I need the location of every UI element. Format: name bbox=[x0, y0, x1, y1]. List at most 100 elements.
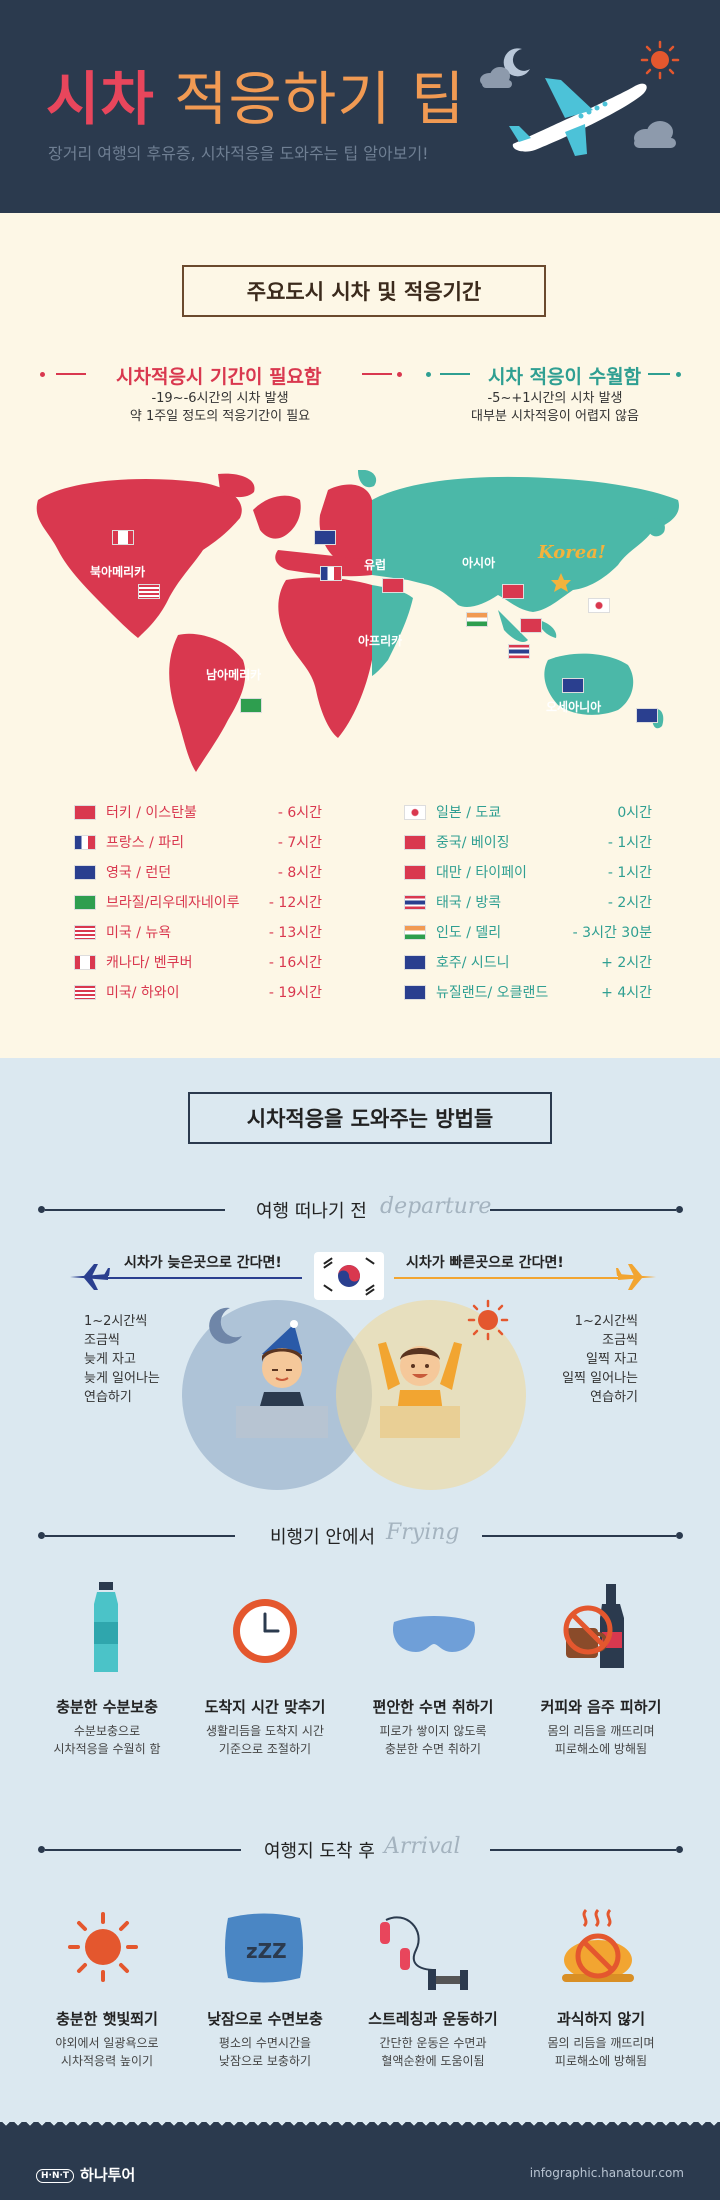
arrow-line-slow bbox=[108, 1277, 302, 1279]
arrival-item-desc: 혈액순환에 도움이됨 bbox=[381, 2054, 485, 2068]
tip-slow: 1~2시간씩 조금씩 늦게 자고 늦게 일어나는 연습하기 bbox=[84, 1312, 194, 1407]
plane-left-icon bbox=[70, 1264, 110, 1290]
map-flag-uk bbox=[314, 530, 336, 545]
timezone-row: 터키 / 이스탄불 - 6시간 bbox=[74, 802, 322, 822]
tip-fast: 1~2시간씩 조금씩 일찍 자고 일찍 일어나는 연습하기 bbox=[528, 1312, 638, 1407]
flight-item-title: 편안한 수면 취하기 bbox=[372, 1698, 494, 1716]
city-name: 일본 / 도쿄 bbox=[436, 805, 502, 821]
awake-person-icon bbox=[378, 1342, 462, 1438]
tip-line: 연습하기 bbox=[590, 1390, 638, 1405]
flag-brazil bbox=[74, 894, 96, 910]
divider-line bbox=[482, 1535, 676, 1537]
group-sub-hard-2: 약 1주일 정도의 적응기간이 필요 bbox=[129, 409, 311, 424]
timezone-row: 브라질/리우데자네이루 - 12시간 bbox=[74, 892, 322, 912]
map-flag-india bbox=[466, 612, 488, 627]
map-label-south-america: 남아메리카 bbox=[206, 668, 262, 682]
flag-taiwan bbox=[404, 864, 426, 880]
divider-line bbox=[45, 1535, 235, 1537]
divider-dot bbox=[676, 372, 681, 377]
sun-icon bbox=[640, 40, 680, 80]
tip-line: 늦게 자고 bbox=[84, 1352, 136, 1367]
map-flag-turkey bbox=[382, 578, 404, 593]
timezone-row: 프랑스 / 파리 - 7시간 bbox=[74, 832, 322, 852]
flight-item-desc: 수분보충으로 bbox=[73, 1724, 141, 1738]
divider-line bbox=[362, 373, 392, 375]
flag-japan bbox=[404, 804, 426, 820]
timezone-row: 중국/ 베이징 - 1시간 bbox=[404, 832, 652, 852]
world-map-shapes bbox=[36, 469, 679, 772]
time-difference: + 2시간 bbox=[601, 955, 652, 971]
moon-icon bbox=[209, 1307, 242, 1344]
time-difference: 0시간 bbox=[617, 805, 652, 821]
flight-item-desc: 충분한 수면 취하기 bbox=[385, 1742, 481, 1756]
arrival-item-desc: 야외에서 일광욕으로 bbox=[55, 2036, 159, 2050]
timezone-row: 일본 / 도쿄 0시간 bbox=[404, 802, 652, 822]
flag-china bbox=[404, 834, 426, 850]
time-difference: - 7시간 bbox=[277, 835, 322, 851]
city-name: 뉴질랜드/ 오클랜드 bbox=[436, 985, 549, 1001]
flight-item-desc: 시차적응을 수월히 함 bbox=[53, 1742, 161, 1756]
divider-dot bbox=[397, 372, 402, 377]
section-title-timezones: 주요도시 시차 및 적응기간 bbox=[182, 265, 546, 317]
group-sub-easy-2: 대부분 시차적응이 어렵지 않음 bbox=[471, 409, 639, 424]
city-name: 태국 / 방콕 bbox=[436, 895, 502, 911]
divider-line bbox=[490, 1849, 676, 1851]
city-name: 프랑스 / 파리 bbox=[106, 835, 185, 851]
flag-canada bbox=[74, 954, 96, 970]
group-heading-easy: 시차 적응이 수월함 bbox=[488, 366, 642, 388]
time-difference: - 6시간 bbox=[277, 805, 322, 821]
time-difference: + 4시간 bbox=[601, 985, 652, 1001]
map-flag-brazil bbox=[240, 698, 262, 713]
sleepy-person-icon bbox=[236, 1320, 328, 1438]
map-label-africa: 아프리카 bbox=[358, 634, 403, 648]
timezone-row: 태국 / 방콕 - 2시간 bbox=[404, 892, 652, 912]
tip-line: 일찍 일어나는 bbox=[562, 1371, 638, 1386]
time-difference: - 1시간 bbox=[607, 865, 652, 881]
timezone-row: 인도 / 델리 - 3시간 30분 bbox=[404, 922, 652, 942]
city-name: 중국/ 베이징 bbox=[436, 835, 510, 851]
flag-australia bbox=[404, 954, 426, 970]
footer-url-link[interactable]: infographic.hanatour.com bbox=[529, 2166, 684, 2180]
flight-item-desc: 몸의 리듬을 깨뜨리며 bbox=[547, 1724, 655, 1738]
arrival-item-desc: 피로해소에 방해됨 bbox=[554, 2054, 648, 2068]
tip-line: 1~2시간씩 bbox=[574, 1314, 638, 1329]
flight-item-title: 충분한 수분보충 bbox=[56, 1698, 158, 1716]
map-flag-australia bbox=[562, 678, 584, 693]
brand-logo[interactable]: H·N·T 하나투어 bbox=[36, 2164, 135, 2185]
group-sub-hard-1: -19~-6시간의 시차 발생 bbox=[151, 391, 289, 406]
plane-right-icon bbox=[616, 1264, 656, 1290]
map-flag-canada bbox=[112, 530, 134, 545]
tip-line: 늦게 일어나는 bbox=[84, 1371, 160, 1386]
map-label-north-america: 북아메리카 bbox=[90, 565, 146, 579]
title-rest: 적응하기 팁 bbox=[154, 65, 466, 133]
time-difference: - 1시간 bbox=[607, 835, 652, 851]
flag-usa bbox=[74, 924, 96, 940]
map-flag-japan bbox=[588, 598, 610, 613]
divider-line bbox=[648, 373, 670, 375]
divider-dot bbox=[38, 1846, 45, 1853]
map-flag-usa bbox=[138, 584, 160, 599]
divider-line bbox=[45, 1209, 225, 1211]
divider-dot bbox=[676, 1846, 683, 1853]
tip-line: 조금씩 bbox=[602, 1333, 638, 1348]
flag-newzealand bbox=[404, 984, 426, 1000]
flag-turkey bbox=[74, 804, 96, 820]
subhead-before-departure: 여행 떠나기 전 bbox=[256, 1201, 367, 1222]
moon-icon bbox=[503, 48, 530, 77]
flag-uk bbox=[74, 864, 96, 880]
group-sub-easy-1: -5~+1시간의 시차 발생 bbox=[487, 391, 623, 406]
timezone-row: 뉴질랜드/ 오클랜드 + 4시간 bbox=[404, 982, 652, 1002]
label-slow: 시차가 늦은곳으로 간다면! bbox=[124, 1255, 282, 1271]
brand-logo-badge: H·N·T bbox=[36, 2169, 75, 2183]
title-highlight: 시차 bbox=[46, 65, 155, 133]
map-label-asia: 아시아 bbox=[462, 556, 496, 570]
flight-item-desc: 피로해소에 방해됨 bbox=[554, 1742, 648, 1756]
divider-dot bbox=[676, 1532, 683, 1539]
map-flag-thailand bbox=[508, 644, 530, 659]
flight-item-title: 도착지 시간 맞추기 bbox=[204, 1698, 326, 1716]
exercise-icon bbox=[380, 1916, 468, 1990]
clock-icon bbox=[233, 1599, 297, 1663]
flag-india bbox=[404, 924, 426, 940]
time-difference: - 19시간 bbox=[268, 985, 322, 1001]
flag-thailand bbox=[404, 894, 426, 910]
